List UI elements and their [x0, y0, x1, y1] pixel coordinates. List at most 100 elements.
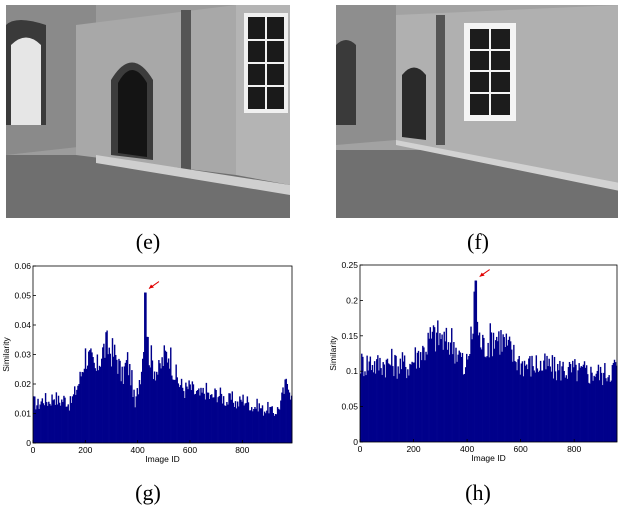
bar [188, 380, 190, 443]
bar [90, 348, 92, 443]
bar [284, 379, 286, 443]
bar [399, 358, 402, 442]
bar [230, 399, 232, 443]
bar [238, 406, 240, 443]
bar [79, 371, 81, 443]
bar [426, 354, 428, 442]
bar [488, 357, 490, 442]
bar [253, 408, 255, 443]
bar [227, 404, 229, 443]
bar [574, 359, 576, 442]
bar [285, 378, 287, 443]
bar [581, 366, 584, 442]
bar [247, 402, 250, 443]
bar [441, 334, 443, 442]
bar [496, 336, 498, 442]
bar [131, 370, 133, 443]
bar [75, 394, 77, 443]
bar [527, 369, 529, 442]
bar [163, 345, 166, 443]
bar [424, 360, 426, 442]
bar [588, 382, 590, 442]
bar [56, 404, 59, 443]
bar [186, 386, 188, 443]
bar [115, 354, 117, 443]
bar [570, 372, 573, 442]
bar [396, 378, 398, 442]
bar [362, 356, 364, 442]
bar [472, 333, 474, 442]
bar [158, 360, 160, 443]
bar [455, 347, 457, 442]
bar [218, 396, 221, 443]
bar [199, 395, 201, 443]
bar [173, 379, 175, 443]
bar [239, 396, 241, 443]
bar [50, 405, 52, 443]
bar [467, 359, 469, 442]
bar [446, 349, 449, 442]
bar [142, 358, 144, 443]
bar [194, 393, 197, 443]
bar [275, 414, 278, 443]
bar [462, 374, 465, 442]
bar [130, 385, 132, 443]
bar [492, 332, 495, 442]
bar [74, 386, 76, 443]
bar [168, 368, 171, 443]
bar [422, 345, 424, 442]
bar [225, 405, 227, 443]
bar [89, 350, 91, 443]
bar [591, 372, 593, 442]
bar [516, 370, 518, 442]
y-tick-label: 0.1 [346, 366, 358, 376]
bar [260, 408, 263, 443]
bar [190, 390, 192, 443]
bar [137, 394, 140, 443]
bar [58, 402, 61, 443]
bar [451, 328, 453, 442]
bar [254, 406, 256, 443]
bar [525, 364, 528, 442]
photo-f [336, 5, 618, 218]
bar [469, 354, 471, 442]
bar [408, 375, 410, 442]
caption-f: (f) [467, 229, 489, 254]
bar [261, 405, 264, 443]
bar [536, 368, 539, 442]
bar [235, 408, 238, 443]
bar [587, 374, 589, 442]
bar [121, 366, 123, 443]
bar [95, 370, 98, 443]
bar [250, 407, 253, 443]
bar [555, 380, 558, 442]
bar [211, 394, 213, 443]
bar [383, 364, 385, 442]
bar [279, 409, 281, 443]
x-axis-label: Image ID [145, 454, 180, 464]
x-tick-label: 200 [406, 444, 420, 454]
bar [106, 330, 108, 443]
bar [429, 327, 432, 442]
bar [466, 353, 468, 442]
bar [212, 397, 214, 443]
y-tick-label: 0.06 [14, 261, 31, 271]
bar [57, 395, 60, 443]
bar [88, 351, 90, 443]
bar [610, 380, 612, 442]
bar [510, 349, 513, 442]
bar [419, 352, 422, 442]
bar [276, 407, 279, 443]
y-tick-label: 0.25 [341, 260, 358, 270]
bar [381, 374, 383, 442]
bar [258, 403, 260, 443]
bar [456, 361, 458, 442]
chart-h: 0 0.05 0.1 0.15 0.2 0.25 0 200 400 600 800 Image ID… [328, 260, 618, 463]
bar [123, 366, 126, 443]
bar [600, 372, 603, 442]
peak-bar [144, 292, 146, 443]
bar [277, 408, 280, 443]
caption-h: (h) [465, 480, 491, 505]
bar [515, 362, 517, 442]
bar [508, 336, 511, 442]
